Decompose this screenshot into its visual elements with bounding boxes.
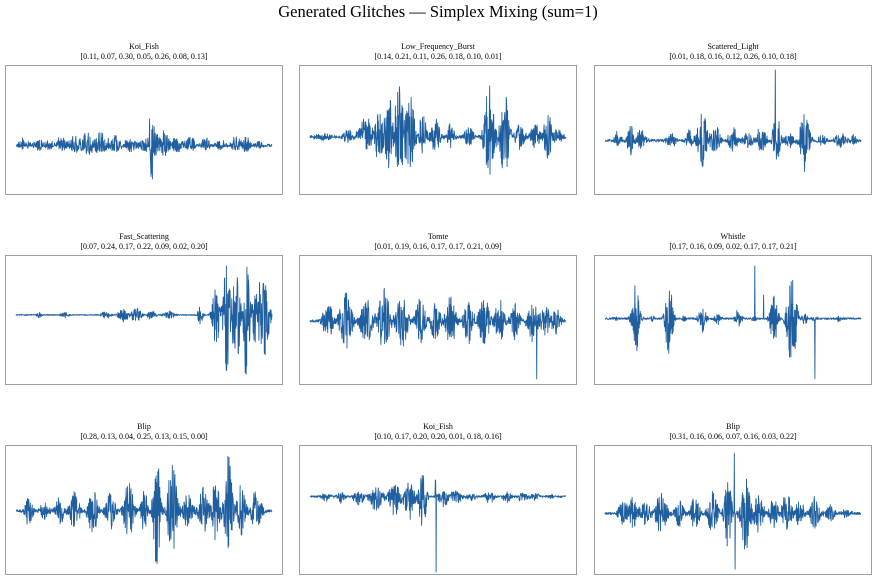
plot-area (594, 65, 872, 195)
plot-area (594, 255, 872, 385)
subplot-weights: [0.01, 0.19, 0.16, 0.17, 0.17, 0.21, 0.0… (374, 241, 502, 251)
subplot-weights: [0.17, 0.16, 0.09, 0.02, 0.17, 0.17, 0.2… (669, 241, 797, 251)
waveform-chart (15, 455, 273, 564)
waveform-line (15, 265, 273, 375)
subplot-panel: Koi_Fish [0.10, 0.17, 0.20, 0.20, 0.01, 0… (299, 422, 577, 575)
subplot-title: Low_Frequency_Burst (401, 42, 475, 51)
subplot-weights: [0.28, 0.13, 0.04, 0.25, 0.13, 0.15, 0.0… (80, 431, 208, 441)
plot-area (594, 445, 872, 575)
waveform-chart (309, 287, 567, 380)
plot-area (299, 65, 577, 195)
waveform-chart (15, 265, 273, 375)
subplot-panel: Fast_Scattering [0.07, 0.24, 0.17, 0.22, … (5, 232, 283, 385)
waveform-chart (604, 69, 862, 172)
waveform-chart (604, 452, 862, 570)
waveform-chart (309, 475, 567, 573)
plot-area (5, 65, 283, 195)
waveform-line (309, 475, 567, 573)
subplot-title: Fast_Scattering (119, 232, 169, 241)
subplot-title: Koi_Fish (129, 42, 159, 51)
subplot-title: Blip (137, 422, 151, 431)
waveform-chart (309, 85, 567, 175)
subplot-panel: Whistle [0.17, 0.16, 0.09, 0.02, 0.17, 0.… (594, 232, 872, 385)
waveform-line (15, 455, 273, 564)
subplot-title: Koi_Fish (423, 422, 453, 431)
subplot-title: Whistle (720, 232, 746, 241)
waveform-chart (604, 265, 862, 380)
subplot-panel: Koi_Fish [0.11, 0.07, 0.30, 0.05, 0.26, 0… (5, 42, 283, 195)
waveform-line (309, 287, 567, 380)
subplot-panel: Blip [0.31, 0.16, 0.06, 0.07, 0.16, 0.03,… (594, 422, 872, 575)
subplot-panel: Blip [0.28, 0.13, 0.04, 0.25, 0.13, 0.15,… (5, 422, 283, 575)
plot-area (5, 255, 283, 385)
waveform-chart (15, 118, 273, 180)
subplot-weights: [0.01, 0.18, 0.16, 0.12, 0.26, 0.10, 0.1… (669, 51, 797, 61)
subplot-weights: [0.07, 0.24, 0.17, 0.22, 0.09, 0.02, 0.2… (80, 241, 208, 251)
waveform-line (604, 452, 862, 570)
plot-area (299, 255, 577, 385)
plot-area (5, 445, 283, 575)
waveform-line (604, 69, 862, 172)
subplot-title: Blip (726, 422, 740, 431)
subplot-title: Scattered_Light (707, 42, 759, 51)
waveform-line (309, 85, 567, 175)
subplot-weights: [0.31, 0.16, 0.06, 0.07, 0.16, 0.03, 0.2… (669, 431, 797, 441)
waveform-line (15, 118, 273, 180)
subplot-weights: [0.10, 0.17, 0.20, 0.20, 0.01, 0.18, 0.1… (374, 431, 502, 441)
waveform-line (604, 265, 862, 380)
subplot-title: Tomte (427, 232, 449, 241)
subplot-panel: Scattered_Light [0.01, 0.18, 0.16, 0.12, … (594, 42, 872, 195)
subplot-panel: Low_Frequency_Burst [0.14, 0.21, 0.11, 0.… (299, 42, 577, 195)
plot-area (299, 445, 577, 575)
subplot-panel: Tomte [0.01, 0.19, 0.16, 0.17, 0.17, 0.21… (299, 232, 577, 385)
subplot-weights: [0.14, 0.21, 0.11, 0.26, 0.18, 0.10, 0.0… (374, 51, 502, 61)
subplot-weights: [0.11, 0.07, 0.30, 0.05, 0.26, 0.08, 0.1… (80, 51, 208, 61)
figure-title: Generated Glitches — Simplex Mixing (sum… (278, 2, 598, 21)
